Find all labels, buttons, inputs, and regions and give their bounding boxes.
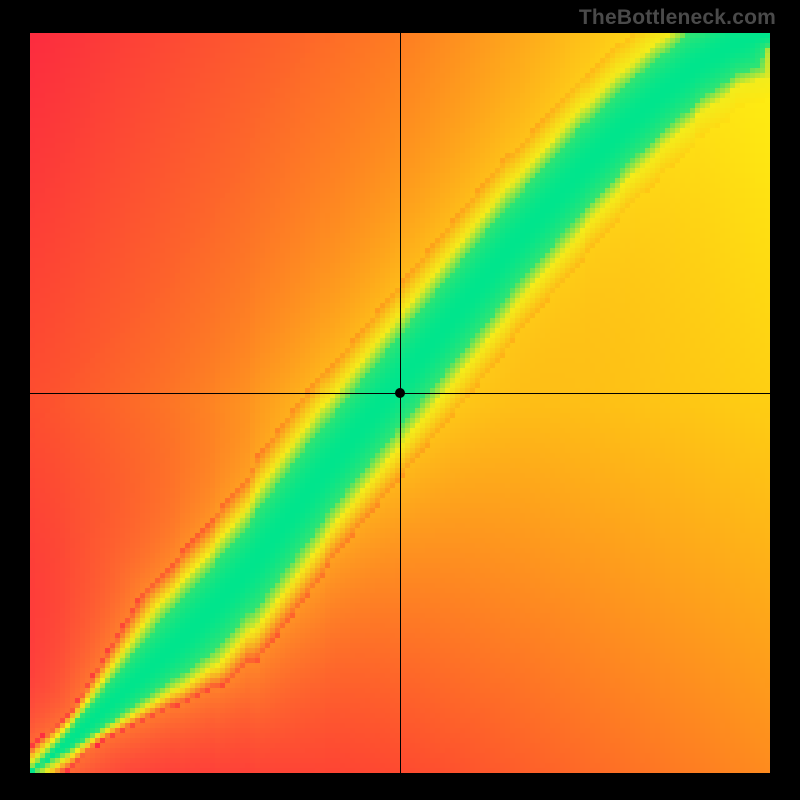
crosshair-vertical (400, 33, 401, 773)
watermark-text: TheBottleneck.com (579, 6, 776, 30)
marker-point (395, 388, 405, 398)
heatmap-plot (30, 33, 770, 773)
chart-frame: TheBottleneck.com (0, 0, 800, 800)
